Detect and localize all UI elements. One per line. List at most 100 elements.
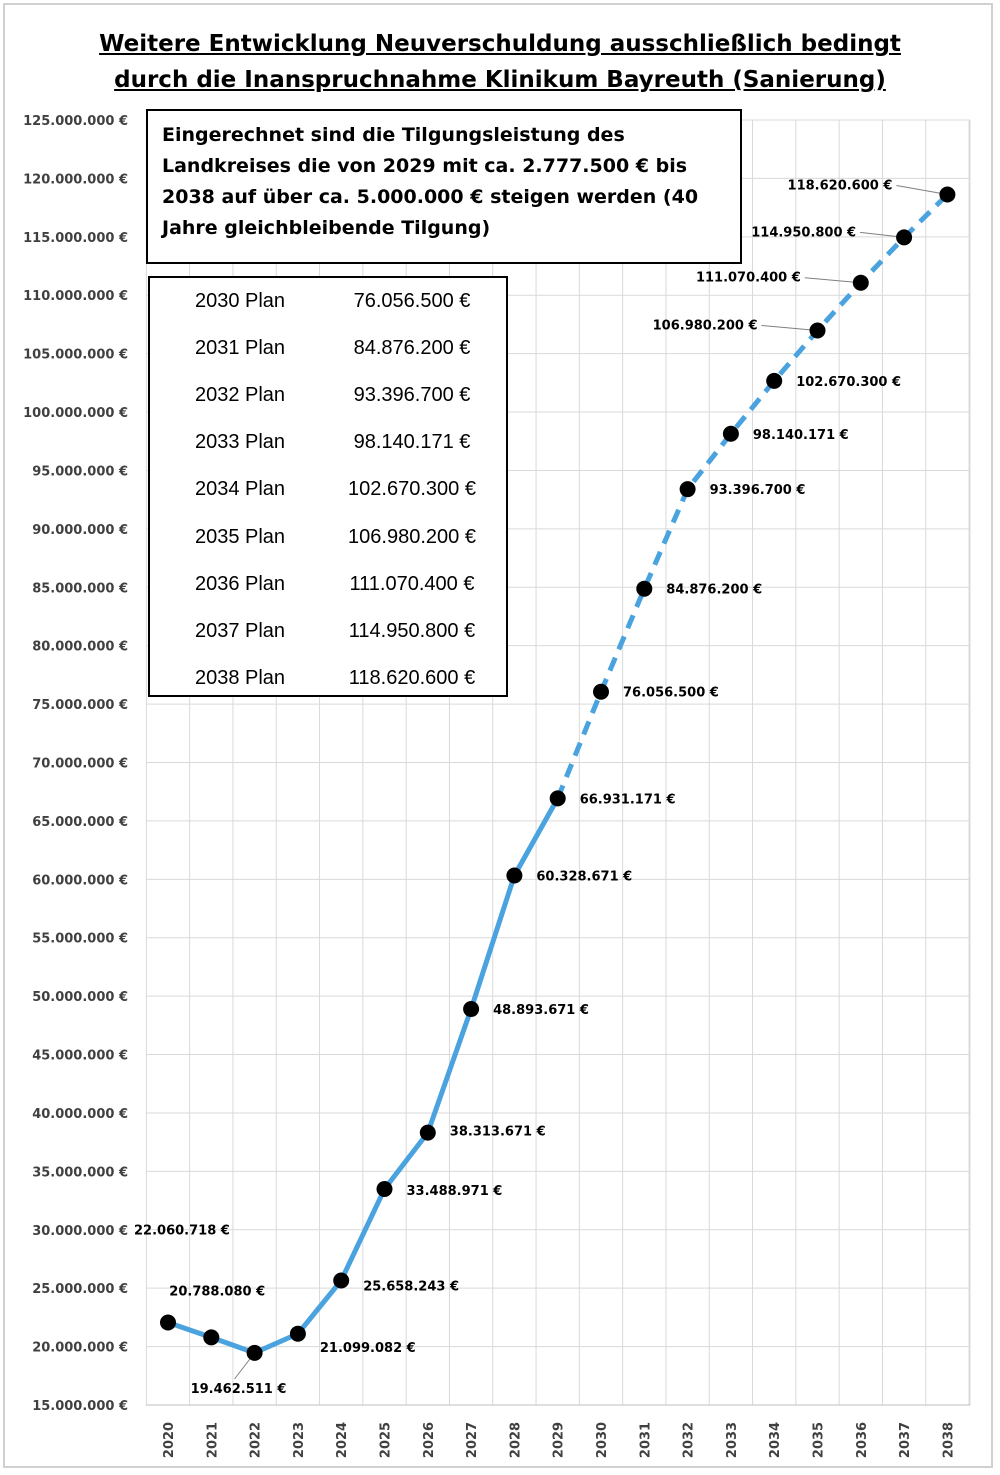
title-line-1: Weitere Entwicklung Neuverschuldung auss… xyxy=(99,31,901,57)
data-label: 84.876.200 € xyxy=(666,583,762,598)
y-tick-label: 105.000.000 € xyxy=(23,348,128,363)
y-tick-label: 125.000.000 € xyxy=(23,114,128,129)
data-point-marker xyxy=(809,322,826,339)
series-line-planned xyxy=(555,192,950,800)
data-label-leader xyxy=(761,325,818,332)
y-tick-label: 95.000.000 € xyxy=(32,464,128,479)
data-label: 118.620.600 € xyxy=(788,179,893,194)
data-label: 33.488.971 € xyxy=(407,1184,503,1199)
y-tick-label: 45.000.000 € xyxy=(32,1049,128,1064)
y-tick-label: 80.000.000 € xyxy=(32,640,128,655)
repayment-note-box: Eingerechnet sind die Tilgungsleistung d… xyxy=(146,109,742,264)
data-point-marker xyxy=(463,1001,480,1018)
data-point-marker xyxy=(376,1181,393,1198)
outer-frame xyxy=(3,3,993,1468)
x-tick-label: 2033 xyxy=(725,1422,740,1458)
chart-title: Weitere Entwicklung Neuverschuldung auss… xyxy=(0,26,1000,98)
plan-row: 2037 Plan 114.950.800 € xyxy=(150,616,506,646)
plan-row: 2033 Plan 98.140.171 € xyxy=(150,427,506,457)
data-label: 19.462.511 € xyxy=(191,1382,287,1397)
x-tick-label: 2036 xyxy=(855,1422,870,1458)
plan-year: 2032 Plan xyxy=(194,384,286,406)
x-tick-label: 2021 xyxy=(205,1422,220,1458)
data-point-marker xyxy=(160,1314,176,1331)
y-tick-label: 120.000.000 € xyxy=(23,172,128,187)
data-label: 25.658.243 € xyxy=(363,1279,459,1294)
title-line-2: durch die Inanspruchnahme Klinikum Bayre… xyxy=(114,67,886,93)
plan-table: 2030 Plan 76.056.500 € 2031 Plan 84.876.… xyxy=(148,276,508,697)
plan-value: 106.980.200 € xyxy=(348,526,476,548)
x-tick-label: 2023 xyxy=(292,1422,307,1458)
data-point-marker xyxy=(766,372,783,389)
x-tick-label: 2027 xyxy=(465,1422,480,1458)
x-tick-label: 2026 xyxy=(422,1422,437,1458)
plan-value: 118.620.600 € xyxy=(348,667,476,689)
data-label: 48.893.671 € xyxy=(493,1003,589,1018)
data-label: 102.670.300 € xyxy=(796,375,901,390)
plan-row: 2036 Plan 111.070.400 € xyxy=(150,569,506,599)
data-point-marker xyxy=(896,229,913,246)
y-tick-label: 15.000.000 € xyxy=(32,1399,128,1414)
plan-value: 98.140.171 € xyxy=(353,431,471,453)
plan-row: 2031 Plan 84.876.200 € xyxy=(150,333,506,363)
y-tick-label: 35.000.000 € xyxy=(32,1165,128,1180)
y-tick-label: 25.000.000 € xyxy=(32,1282,128,1297)
plan-year: 2035 Plan xyxy=(194,526,286,548)
y-tick-label: 40.000.000 € xyxy=(32,1107,128,1122)
x-tick-label: 2028 xyxy=(508,1422,523,1458)
plan-value: 111.070.400 € xyxy=(349,573,475,595)
data-label: 111.070.400 € xyxy=(696,271,801,286)
plan-row: 2034 Plan 102.670.300 € xyxy=(150,474,506,504)
x-tick-label: 2038 xyxy=(941,1422,956,1458)
plan-row: 2030 Plan 76.056.500 € xyxy=(150,286,506,316)
y-tick-label: 50.000.000 € xyxy=(32,990,128,1005)
plan-year: 2034 Plan xyxy=(194,478,286,500)
data-label: 21.099.082 € xyxy=(320,1341,416,1356)
data-label: 106.980.200 € xyxy=(653,319,758,334)
y-tick-label: 115.000.000 € xyxy=(23,231,128,246)
data-label-leader xyxy=(804,277,861,284)
data-point-marker xyxy=(333,1272,350,1289)
plan-year: 2036 Plan xyxy=(194,573,286,595)
data-point-marker xyxy=(246,1344,263,1361)
y-tick-label: 70.000.000 € xyxy=(32,757,128,772)
data-point-marker xyxy=(939,186,956,203)
plan-year: 2037 Plan xyxy=(194,620,286,642)
y-tick-label: 90.000.000 € xyxy=(32,523,128,538)
plan-value: 102.670.300 € xyxy=(348,478,476,500)
data-point-marker xyxy=(593,683,609,700)
plan-row: 2032 Plan 93.396.700 € xyxy=(150,380,506,410)
data-label: 22.060.718 € xyxy=(134,1224,230,1239)
x-tick-label: 2020 xyxy=(162,1422,177,1458)
x-tick-label: 2022 xyxy=(249,1422,264,1458)
data-point-marker xyxy=(289,1325,306,1342)
y-tick-label: 110.000.000 € xyxy=(23,289,128,304)
plan-row: 2035 Plan 106.980.200 € xyxy=(150,522,506,552)
data-point-marker xyxy=(852,274,869,291)
x-tick-label: 2029 xyxy=(552,1422,567,1458)
x-tick-label: 2032 xyxy=(682,1422,697,1458)
plan-year: 2031 Plan xyxy=(194,337,286,359)
data-label: 66.931.171 € xyxy=(580,792,676,807)
plan-year: 2030 Plan xyxy=(194,290,286,312)
data-point-marker xyxy=(203,1329,220,1346)
plan-value: 93.396.700 € xyxy=(353,384,471,406)
data-label-leader xyxy=(896,185,948,196)
x-tick-label: 2030 xyxy=(595,1422,610,1458)
y-tick-label: 60.000.000 € xyxy=(32,873,128,888)
x-tick-label: 2024 xyxy=(335,1422,350,1458)
data-label: 114.950.800 € xyxy=(751,225,856,240)
x-tick-label: 2031 xyxy=(638,1422,653,1458)
data-point-marker xyxy=(679,481,696,498)
plan-value: 84.876.200 € xyxy=(353,337,471,359)
y-tick-label: 65.000.000 € xyxy=(32,815,128,830)
plan-row: 2038 Plan 118.620.600 € xyxy=(150,663,506,693)
y-tick-label: 20.000.000 € xyxy=(32,1341,128,1356)
data-point-marker xyxy=(722,425,739,442)
repayment-note-text: Eingerechnet sind die Tilgungsleistung d… xyxy=(162,124,699,239)
y-tick-label: 55.000.000 € xyxy=(32,932,128,947)
x-tick-label: 2037 xyxy=(898,1422,913,1458)
plan-year: 2038 Plan xyxy=(194,667,286,689)
series-line-actual xyxy=(165,795,561,1356)
